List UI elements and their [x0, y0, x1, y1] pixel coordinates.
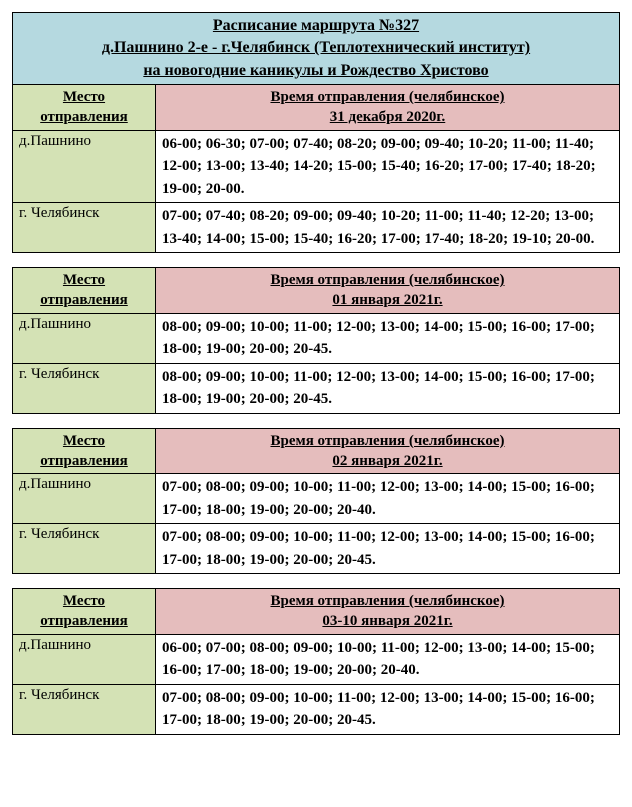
departure-place: д.Пашнино	[13, 474, 156, 524]
schedule-date: 02 января 2021г.	[162, 451, 613, 471]
departure-place: д.Пашнино	[13, 313, 156, 363]
depart-column-header: Место отправления	[13, 85, 156, 131]
departure-place: г. Челябинск	[13, 684, 156, 734]
time-column-header: Время отправления (челябинское)02 января…	[156, 428, 620, 474]
table-row: г. Челябинск08-00; 09-00; 10-00; 11-00; …	[13, 363, 620, 413]
table-row: д.Пашнино06-00; 06-30; 07-00; 07-40; 08-…	[13, 130, 620, 203]
schedule-block-0: Расписание маршрута №327д.Пашнино 2-е - …	[12, 12, 620, 253]
time-column-label: Время отправления (челябинское)	[162, 591, 613, 611]
departure-times: 06-00; 07-00; 08-00; 09-00; 10-00; 11-00…	[156, 634, 620, 684]
departure-times: 07-00; 08-00; 09-00; 10-00; 11-00; 12-00…	[156, 684, 620, 734]
departure-times: 06-00; 06-30; 07-00; 07-40; 08-20; 09-00…	[156, 130, 620, 203]
schedule-block-2: Место отправленияВремя отправления (челя…	[12, 428, 620, 575]
schedule-block-3: Место отправленияВремя отправления (челя…	[12, 588, 620, 735]
schedule-date: 01 января 2021г.	[162, 290, 613, 310]
departure-times: 07-00; 08-00; 09-00; 10-00; 11-00; 12-00…	[156, 474, 620, 524]
table-row: д.Пашнино08-00; 09-00; 10-00; 11-00; 12-…	[13, 313, 620, 363]
time-column-label: Время отправления (челябинское)	[162, 270, 613, 290]
table-row: г. Челябинск07-00; 08-00; 09-00; 10-00; …	[13, 684, 620, 734]
schedule-block-1: Место отправленияВремя отправления (челя…	[12, 267, 620, 414]
table-row: г. Челябинск07-00; 08-00; 09-00; 10-00; …	[13, 524, 620, 574]
schedule-date: 31 декабря 2020г.	[162, 107, 613, 127]
depart-column-header: Место отправления	[13, 428, 156, 474]
time-column-header: Время отправления (челябинское)03-10 янв…	[156, 589, 620, 635]
departure-place: г. Челябинск	[13, 524, 156, 574]
departure-place: г. Челябинск	[13, 363, 156, 413]
table-row: д.Пашнино07-00; 08-00; 09-00; 10-00; 11-…	[13, 474, 620, 524]
title-line-1: Расписание маршрута №327	[19, 15, 613, 37]
table-row: д.Пашнино06-00; 07-00; 08-00; 09-00; 10-…	[13, 634, 620, 684]
departure-times: 07-00; 08-00; 09-00; 10-00; 11-00; 12-00…	[156, 524, 620, 574]
departure-times: 08-00; 09-00; 10-00; 11-00; 12-00; 13-00…	[156, 363, 620, 413]
time-column-label: Время отправления (челябинское)	[162, 431, 613, 451]
table-row: г. Челябинск07-00; 07-40; 08-20; 09-00; …	[13, 203, 620, 253]
title-line-3: на новогодние каникулы и Рождество Христ…	[19, 60, 613, 82]
time-column-header: Время отправления (челябинское)01 января…	[156, 268, 620, 314]
departure-times: 08-00; 09-00; 10-00; 11-00; 12-00; 13-00…	[156, 313, 620, 363]
time-column-label: Время отправления (челябинское)	[162, 87, 613, 107]
title-line-2: д.Пашнино 2-е - г.Челябинск (Теплотехнич…	[19, 37, 613, 59]
departure-place: г. Челябинск	[13, 203, 156, 253]
departure-place: д.Пашнино	[13, 130, 156, 203]
departure-times: 07-00; 07-40; 08-20; 09-00; 09-40; 10-20…	[156, 203, 620, 253]
departure-place: д.Пашнино	[13, 634, 156, 684]
depart-column-header: Место отправления	[13, 268, 156, 314]
schedule-date: 03-10 января 2021г.	[162, 611, 613, 631]
time-column-header: Время отправления (челябинское)31 декабр…	[156, 85, 620, 131]
depart-column-header: Место отправления	[13, 589, 156, 635]
schedule-title: Расписание маршрута №327д.Пашнино 2-е - …	[13, 13, 620, 85]
